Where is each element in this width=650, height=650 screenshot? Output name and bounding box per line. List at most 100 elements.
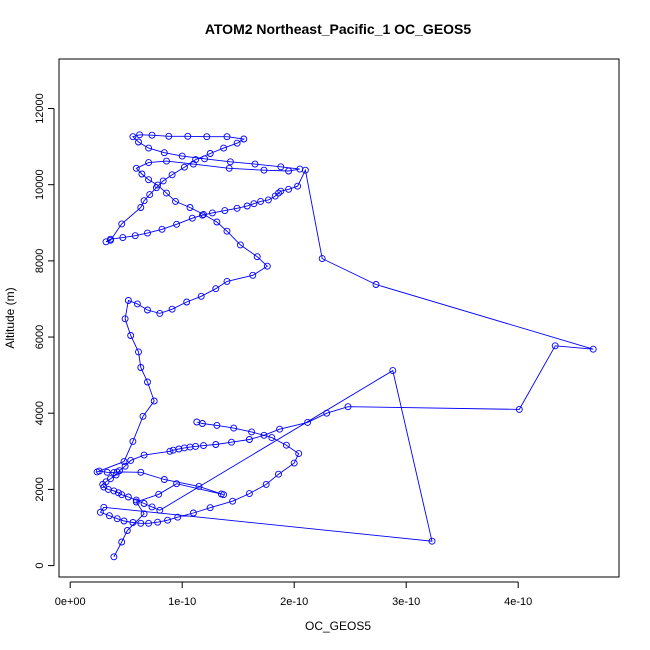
data-point: [277, 187, 285, 195]
data-point: [180, 163, 188, 171]
plot-frame: [58, 58, 620, 578]
data-point: [118, 538, 126, 546]
y-tick-label: 8000: [34, 249, 46, 273]
data-point: [220, 491, 228, 499]
data-point: [168, 305, 176, 313]
x-tick-label: 3e-10: [392, 596, 420, 608]
data-point: [113, 515, 121, 523]
data-point: [160, 476, 168, 483]
data-point: [124, 297, 132, 304]
data-point: [515, 405, 523, 413]
data-point: [163, 189, 170, 197]
data-point: [189, 160, 197, 168]
data-point: [208, 209, 216, 217]
data-point: [172, 197, 179, 205]
y-tick-label: 4000: [34, 401, 46, 425]
data-point: [183, 298, 191, 306]
data-point: [228, 438, 235, 446]
data-point: [260, 431, 268, 439]
data-point: [165, 132, 173, 140]
data-point: [137, 364, 145, 371]
data-point: [189, 509, 197, 517]
data-point: [144, 229, 151, 237]
data-point: [428, 537, 436, 545]
data-point: [203, 133, 211, 141]
data-point: [116, 467, 123, 475]
data-point: [136, 131, 144, 139]
data-point: [129, 133, 137, 141]
data-point: [230, 424, 238, 432]
data-point: [123, 527, 131, 534]
data-point: [118, 220, 126, 228]
data-point: [96, 508, 104, 516]
data-point: [198, 211, 206, 219]
x-tick-label: 0e+00: [55, 596, 86, 608]
data-point: [114, 489, 122, 497]
data-point: [249, 271, 257, 279]
y-tick-label: 6000: [34, 325, 46, 349]
data-point: [137, 204, 145, 211]
data-point: [131, 232, 139, 240]
data-point: [110, 487, 118, 495]
data-point: [389, 367, 397, 375]
data-point: [213, 421, 221, 429]
data-point: [127, 456, 135, 464]
data-point: [301, 166, 309, 174]
data-point: [156, 309, 164, 317]
data-point: [93, 468, 101, 476]
data-point: [201, 155, 209, 163]
data-point: [282, 441, 290, 449]
x-tick-label: 1e-10: [168, 596, 196, 608]
data-point: [145, 159, 153, 167]
data-point: [140, 451, 148, 459]
data-point: [243, 202, 251, 210]
data-point: [276, 425, 284, 433]
data-point: [140, 197, 148, 205]
data-point: [275, 189, 282, 197]
data-point: [260, 166, 268, 174]
data-point: [220, 144, 228, 152]
data-point: [225, 164, 233, 172]
data-point: [145, 176, 153, 184]
data-point: [152, 184, 160, 192]
data-point: [137, 468, 145, 476]
data-point: [285, 167, 293, 175]
data-point: [120, 458, 128, 466]
data-point: [195, 482, 203, 490]
data-point: [100, 503, 108, 511]
data-point: [103, 468, 111, 476]
data-point: [144, 306, 151, 314]
data-point: [155, 490, 163, 498]
data-point: [173, 220, 181, 228]
data-point: [323, 409, 331, 417]
data-point: [268, 434, 276, 442]
data-point: [132, 164, 140, 172]
data-point: [173, 480, 181, 488]
data-point: [248, 428, 256, 436]
data-point: [166, 447, 174, 455]
data-point: [156, 506, 164, 514]
data-point: [253, 253, 261, 261]
chart-title: ATOM2 Northeast_Pacific_1 OC_GEOS5: [205, 21, 472, 37]
data-point: [275, 470, 282, 478]
data-point: [245, 436, 253, 443]
data-point: [121, 315, 129, 323]
data-point: [206, 150, 214, 157]
data-point: [290, 459, 298, 467]
data-point: [251, 160, 259, 168]
y-tick-label: 10000: [34, 169, 46, 200]
data-point: [129, 437, 137, 445]
data-point: [174, 513, 182, 521]
data-point: [105, 512, 113, 520]
data-point: [138, 170, 146, 178]
y-tick-label: 12000: [34, 93, 46, 124]
data-point: [146, 191, 154, 199]
y-axis: 0 2000 4000 6000 8000 10000 12000: [34, 93, 55, 569]
x-tick-label: 4e-10: [504, 596, 532, 608]
data-point: [240, 135, 248, 143]
data-point: [233, 204, 241, 212]
data-point: [107, 235, 114, 243]
data-point: [110, 553, 118, 561]
data-point: [264, 196, 272, 204]
data-point: [164, 516, 172, 524]
